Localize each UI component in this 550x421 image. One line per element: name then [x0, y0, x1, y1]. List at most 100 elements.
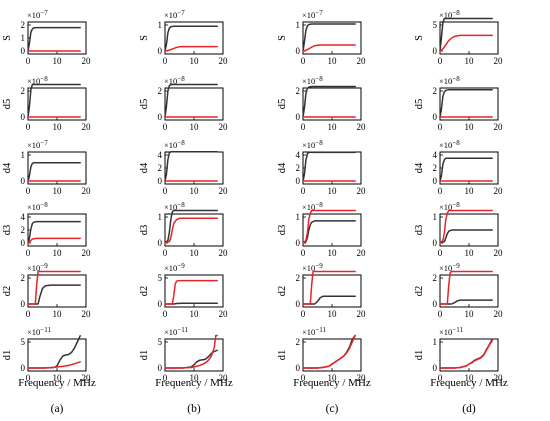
y-axis-label: d5: [139, 99, 150, 110]
panel-label-c: (c): [326, 403, 339, 415]
red-series-line: [439, 34, 493, 52]
y-tick-label: 0: [158, 112, 163, 122]
x-tick-label: 0: [301, 248, 306, 258]
y-tick-label: 4: [158, 150, 163, 160]
y-tick-label: 2: [433, 273, 438, 283]
y-tick-label: 0: [21, 46, 26, 56]
red-series-line: [439, 339, 493, 369]
axes-frame: [302, 21, 362, 55]
axes-frame: [439, 151, 499, 185]
x-tick-label: 20: [219, 186, 229, 196]
y-tick-label: 0: [296, 46, 301, 56]
x-tick-label: 10: [190, 122, 200, 132]
x-tick-label: 20: [219, 373, 229, 383]
x-tick-label: 20: [82, 373, 92, 383]
panel-label-a: (a): [51, 403, 64, 415]
black-series-line: [439, 157, 493, 182]
subplot-b-S: 010 10 20×10−7S: [139, 9, 228, 66]
y-axis-label: d5: [277, 99, 288, 110]
subplot-b-d2: 0 5 0 10 20 ×10−9 d2: [139, 262, 228, 319]
x-tick-label: 20: [357, 56, 367, 66]
axis-multiplier: ×10−8: [27, 75, 48, 86]
x-tick-label: 20: [82, 186, 92, 196]
subplot-b-d1: 0 5 0 10 20 ×10−11 d1: [139, 326, 228, 383]
axis-multiplier: ×10−11: [439, 326, 463, 337]
y-axis-label: d2: [139, 286, 150, 297]
y-tick-label: 0: [21, 363, 26, 373]
axes-frame: [302, 213, 362, 247]
black-series-line: [27, 83, 81, 118]
x-tick-label: 0: [163, 122, 168, 132]
y-axis-label: d5: [414, 99, 425, 110]
y-tick-label: 0: [158, 176, 163, 186]
x-tick-label: 0: [163, 373, 168, 383]
x-tick-label: 0: [26, 309, 31, 319]
y-tick-label: 5: [433, 20, 438, 30]
x-tick-label: 0: [163, 186, 168, 196]
x-tick-label: 20: [494, 373, 504, 383]
y-tick-label: 2: [21, 273, 26, 283]
red-series-line: [164, 279, 218, 305]
y-axis-label: d3: [414, 225, 425, 236]
axis-multiplier: ×10−11: [302, 326, 326, 337]
x-tick-label: 20: [357, 309, 367, 319]
red-series-line: [164, 334, 218, 369]
y-axis-label: d4: [139, 162, 150, 173]
axis-multiplier: ×10−9: [164, 262, 185, 273]
black-series-line: [439, 17, 493, 52]
black-series-line: [302, 295, 356, 305]
y-tick-label: 1: [21, 150, 26, 160]
subplot-a-d3: 0 2 4 0 10 20 ×10−8 d3: [2, 201, 91, 258]
subplot-c-d3: 010 10 20×10−8d3: [277, 201, 366, 258]
y-tick-label: 4: [296, 150, 301, 160]
axes-frame: [302, 87, 362, 121]
y-axis-label: d5: [2, 99, 13, 110]
axes-frame: [439, 21, 499, 55]
black-series-line: [439, 299, 493, 305]
x-tick-label: 20: [494, 56, 504, 66]
x-tick-label: 20: [494, 122, 504, 132]
y-axis-label: S: [277, 35, 288, 41]
x-tick-label: 0: [26, 122, 31, 132]
x-tick-label: 20: [357, 373, 367, 383]
y-axis-label: S: [414, 35, 425, 41]
x-tick-label: 10: [465, 56, 475, 66]
axis-multiplier: ×10−11: [27, 326, 51, 337]
x-tick-label: 0: [163, 248, 168, 258]
y-tick-label: 0: [158, 46, 163, 56]
y-tick-label: 0: [433, 112, 438, 122]
y-axis-label: d4: [414, 162, 425, 173]
x-tick-label: 10: [465, 309, 475, 319]
black-series-line: [164, 25, 218, 52]
y-tick-label: 1: [296, 212, 301, 222]
y-tick-label: 0: [296, 299, 301, 309]
y-tick-label: 0: [21, 112, 26, 122]
red-series-line: [164, 217, 218, 244]
y-tick-label: 0: [21, 299, 26, 309]
x-tick-label: 0: [438, 122, 443, 132]
y-tick-label: 0: [296, 238, 301, 248]
x-tick-label: 10: [53, 373, 63, 383]
axes-frame: [27, 21, 87, 55]
x-tick-label: 20: [219, 122, 229, 132]
x-tick-label: 10: [465, 186, 475, 196]
y-tick-label: 4: [21, 212, 26, 222]
y-tick-label: 2: [21, 225, 26, 235]
x-tick-label: 0: [438, 56, 443, 66]
y-tick-label: 0: [296, 363, 301, 373]
x-tick-label: 0: [26, 373, 31, 383]
subplot-b-d3: 010 10 20×10−8d3: [139, 201, 228, 258]
red-series-line: [27, 361, 81, 369]
x-tick-label: 0: [301, 373, 306, 383]
x-tick-label: 10: [190, 373, 200, 383]
black-series-line: [27, 335, 81, 369]
x-tick-label: 0: [301, 56, 306, 66]
red-series-line: [302, 209, 356, 244]
x-tick-label: 20: [219, 248, 229, 258]
x-tick-label: 20: [82, 309, 92, 319]
y-axis-label: d2: [277, 286, 288, 297]
axes-frame: [164, 151, 224, 185]
x-tick-label: 0: [438, 309, 443, 319]
black-series-line: [302, 23, 356, 52]
